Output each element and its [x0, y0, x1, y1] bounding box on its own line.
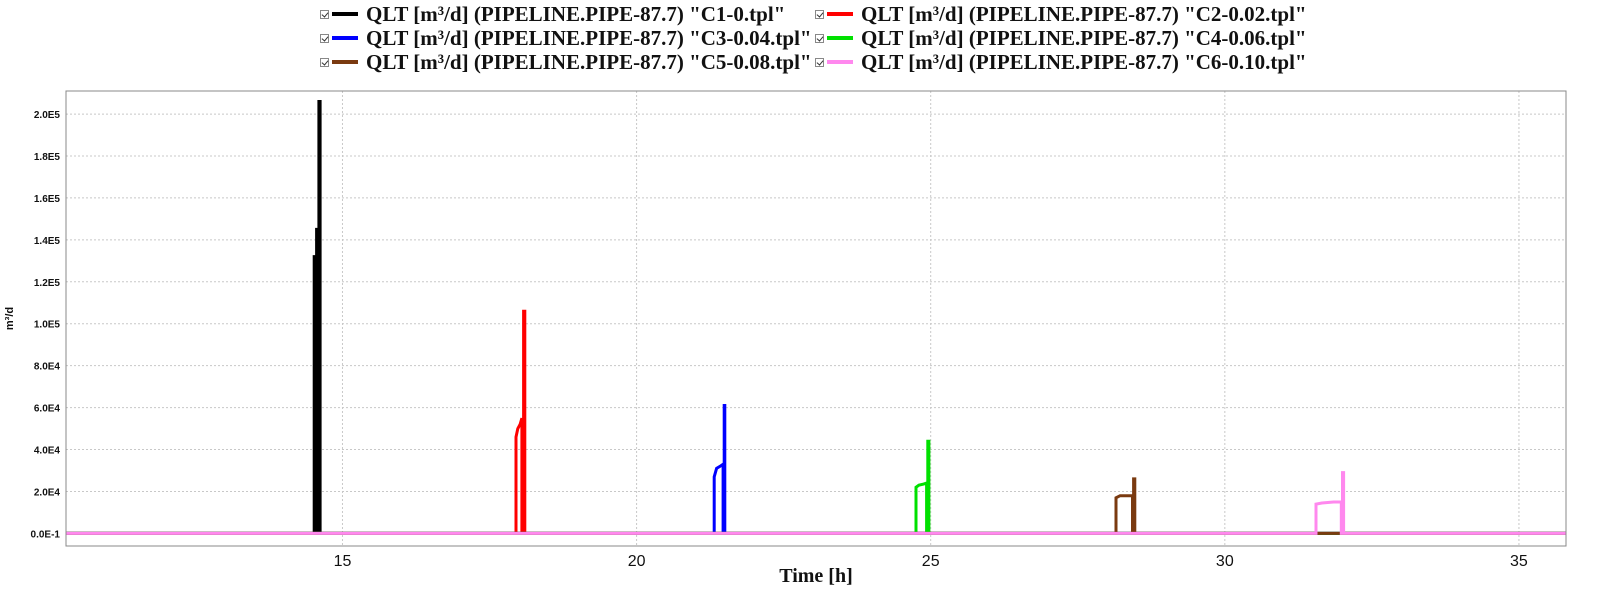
y-tick-label: 6.0E4: [34, 404, 61, 415]
legend-swatch: [827, 36, 853, 40]
legend-item-4[interactable]: QLT [m³/d] (PIPELINE.PIPE-87.7) "C4-0.06…: [815, 26, 1307, 50]
series-line-1: [66, 100, 1566, 535]
legend-checkbox[interactable]: [320, 57, 329, 67]
x-tick-label: 25: [922, 553, 940, 570]
legend-item-2[interactable]: QLT [m³/d] (PIPELINE.PIPE-87.7) "C2-0.02…: [815, 2, 1307, 26]
plot-frame: [65, 90, 1567, 547]
legend-label: QLT [m³/d] (PIPELINE.PIPE-87.7) "C1-0.tp…: [366, 1, 786, 26]
legend-label: QLT [m³/d] (PIPELINE.PIPE-87.7) "C6-0.10…: [861, 49, 1307, 74]
series-line-2: [66, 309, 1566, 535]
y-tick-label: 0.0E-1: [31, 529, 61, 540]
legend-item-1[interactable]: QLT [m³/d] (PIPELINE.PIPE-87.7) "C1-0.tp…: [320, 2, 785, 26]
legend-label: QLT [m³/d] (PIPELINE.PIPE-87.7) "C4-0.06…: [861, 25, 1307, 50]
legend-swatch: [827, 60, 853, 64]
series-layer: [66, 100, 1566, 535]
legend-swatch: [827, 12, 853, 16]
x-axis-ticks: 15 20 25 30 35: [334, 553, 1528, 570]
legend-checkbox[interactable]: [815, 33, 824, 43]
y-axis-ticks: 0.0E-1 2.0E4 4.0E4 6.0E4 8.0E4 1.0E5 1.2E5 1.4E…: [31, 110, 61, 540]
x-tick-label: 30: [1216, 553, 1234, 570]
y-tick-label: 1.2E5: [34, 278, 61, 289]
y-tick-label: 1.4E5: [34, 236, 61, 247]
series-line-6: [66, 471, 1566, 535]
legend-checkbox[interactable]: [320, 9, 329, 19]
y-axis-label: m³/d: [4, 307, 16, 330]
series-line-3: [66, 404, 1566, 535]
legend-item-3[interactable]: QLT [m³/d] (PIPELINE.PIPE-87.7) "C3-0.04…: [320, 26, 812, 50]
legend-label: QLT [m³/d] (PIPELINE.PIPE-87.7) "C2-0.02…: [861, 1, 1307, 26]
legend-item-5[interactable]: QLT [m³/d] (PIPELINE.PIPE-87.7) "C5-0.08…: [320, 50, 812, 74]
legend-swatch: [332, 12, 358, 16]
legend-checkbox[interactable]: [815, 9, 824, 19]
y-tick-label: 2.0E5: [34, 110, 61, 121]
legend-swatch: [332, 60, 358, 64]
y-tick-label: 1.8E5: [34, 152, 61, 163]
x-tick-label: 35: [1510, 553, 1528, 570]
x-axis-label: Time [h]: [779, 565, 853, 587]
legend-checkbox[interactable]: [815, 57, 824, 67]
legend-label: QLT [m³/d] (PIPELINE.PIPE-87.7) "C5-0.08…: [366, 49, 812, 74]
legend-swatch: [332, 36, 358, 40]
y-tick-label: 1.6E5: [34, 194, 61, 205]
legend-checkbox[interactable]: [320, 33, 329, 43]
y-tick-label: 2.0E4: [34, 487, 61, 498]
y-tick-label: 1.0E5: [34, 320, 61, 331]
y-tick-label: 4.0E4: [34, 446, 61, 457]
legend-item-6[interactable]: QLT [m³/d] (PIPELINE.PIPE-87.7) "C6-0.10…: [815, 50, 1307, 74]
legend-label: QLT [m³/d] (PIPELINE.PIPE-87.7) "C3-0.04…: [366, 25, 812, 50]
series-line-4: [66, 439, 1566, 535]
legend: QLT [m³/d] (PIPELINE.PIPE-87.7) "C1-0.tp…: [0, 0, 1600, 86]
x-tick-label: 20: [628, 553, 646, 570]
y-tick-label: 8.0E4: [34, 362, 61, 373]
x-tick-label: 15: [334, 553, 352, 570]
